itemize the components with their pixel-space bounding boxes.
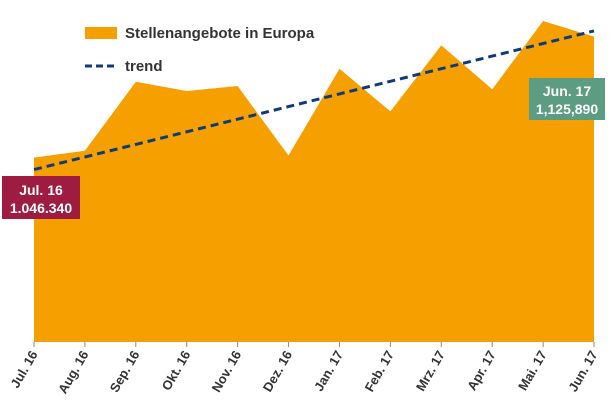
x-tick-label-11: Jun. 17 (565, 348, 600, 394)
callout-end-label: Jun. 17 (543, 83, 591, 99)
x-tick-label-8: Mrz. 17 (413, 348, 448, 394)
callout-end-box (529, 78, 605, 120)
legend-swatch-area (85, 27, 117, 39)
x-tick-label-2: Sep. 16 (107, 348, 143, 395)
x-axis: Jul. 16 Aug. 16 Sep. 16 Okt. 16 Nov. 16 Dez. … (7, 342, 601, 396)
x-tick-label-3: Okt. 16 (159, 348, 194, 393)
callout-start-value: 1.046.340 (10, 200, 72, 216)
area-series-stellenangebote (34, 21, 594, 342)
x-tick-label-10: Mai. 17 (515, 348, 550, 393)
x-tick-label-0: Jul. 16 (7, 348, 40, 391)
legend-label-area: Stellenangebote in Europa (125, 25, 315, 42)
callouts: Jul. 16 1.046.340 Jun. 17 1,125,890 (2, 78, 605, 219)
x-tick-label-1: Aug. 16 (55, 348, 91, 396)
x-tick-label-9: Apr. 17 (464, 348, 499, 393)
callout-end-value: 1,125,890 (536, 101, 598, 117)
x-tick-label-5: Dez. 16 (260, 348, 295, 394)
plot-area (33, 21, 595, 342)
x-tick-label-4: Nov. 16 (209, 348, 245, 395)
legend-label-trend: trend (125, 58, 163, 75)
x-tick-label-7: Feb. 17 (362, 348, 397, 394)
trend-line (33, 29, 595, 172)
callout-start-label: Jul. 16 (19, 182, 63, 198)
legend: Stellenangebote in Europa trend (85, 25, 315, 75)
x-tick-label-6: Jan. 17 (311, 348, 346, 394)
callout-start-box (2, 176, 80, 219)
